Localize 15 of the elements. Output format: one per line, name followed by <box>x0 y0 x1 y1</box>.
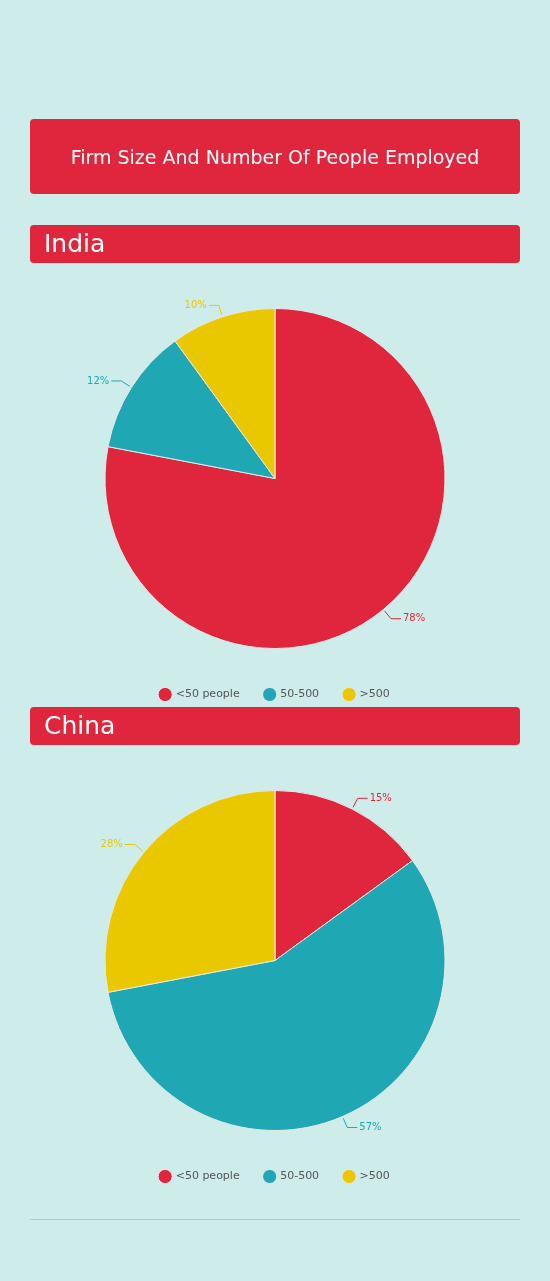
legend-label: 50-500 <box>280 687 320 701</box>
data-label: 28% <box>100 838 123 850</box>
legend-label: >500 <box>359 1169 390 1183</box>
data-label: 78% <box>403 612 426 624</box>
data-label: 57% <box>359 1121 382 1133</box>
data-label: 10% <box>184 299 207 310</box>
chart-title: Firm Size And Number Of People Employed <box>30 119 520 194</box>
legend-label: >500 <box>359 687 390 701</box>
chart-subtitle: India <box>30 225 520 263</box>
chart-title: China <box>30 707 520 745</box>
legend-label: <50 people <box>175 687 240 701</box>
data-label: 15% <box>369 791 392 803</box>
legend-label: <50 people <box>175 1169 240 1183</box>
legend-label: 50-500 <box>280 1169 320 1183</box>
data-label: 12% <box>87 374 110 386</box>
